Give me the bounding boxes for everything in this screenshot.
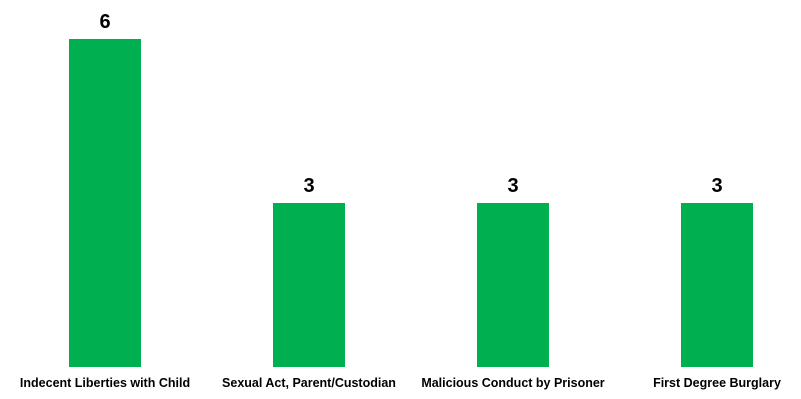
category-label-1: Indecent Liberties with Child <box>20 376 190 390</box>
category-label-2: Sexual Act, Parent/Custodian <box>222 376 396 390</box>
bar-3 <box>477 203 549 367</box>
bar-4 <box>681 203 753 367</box>
category-labels-group: Indecent Liberties with Child Sexual Act,… <box>20 376 781 390</box>
category-label-3: Malicious Conduct by Prisoner <box>421 376 604 390</box>
value-labels-group: 6 3 3 3 <box>99 11 722 197</box>
data-label-3: 3 <box>507 175 518 197</box>
category-label-4: First Degree Burglary <box>653 376 781 390</box>
bars-group <box>69 39 753 367</box>
data-label-1: 6 <box>99 11 110 33</box>
bar-2 <box>273 203 345 367</box>
data-label-2: 3 <box>303 175 314 197</box>
data-label-4: 3 <box>711 175 722 197</box>
bar-1 <box>69 39 141 367</box>
